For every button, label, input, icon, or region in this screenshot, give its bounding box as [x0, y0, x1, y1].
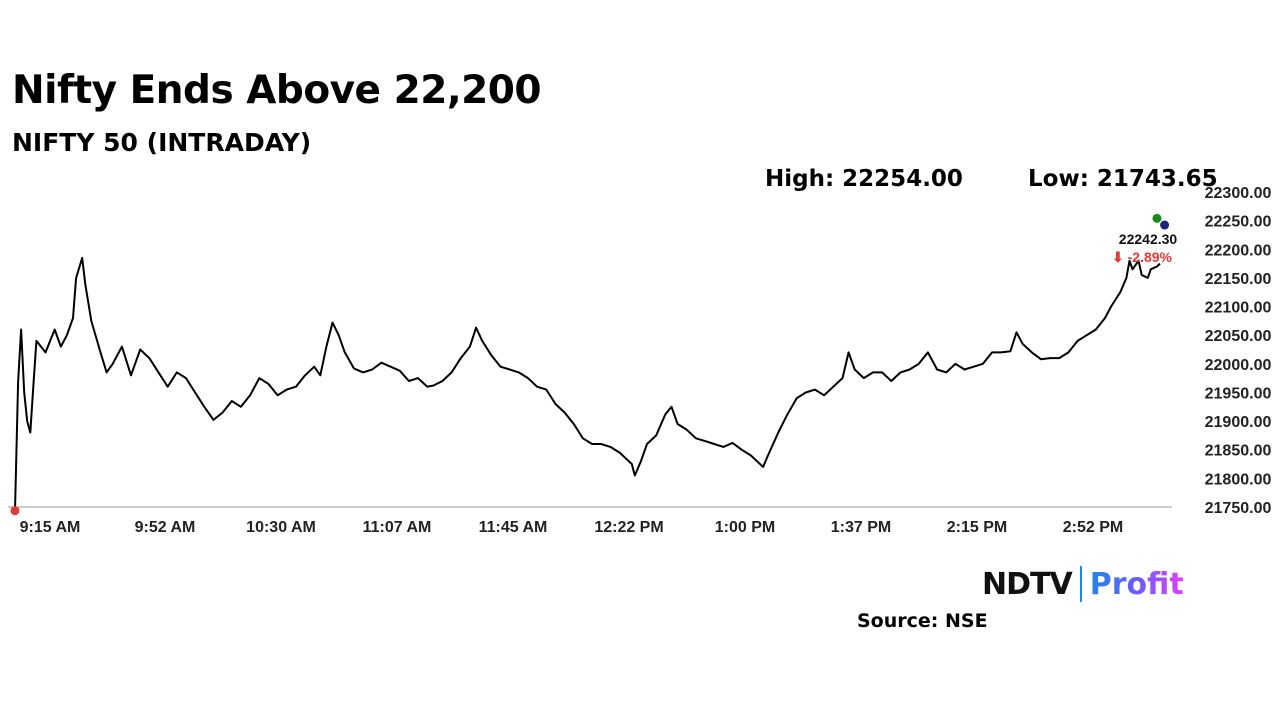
- x-tick-label: 10:30 AM: [246, 519, 316, 536]
- last-marker-dot: [1160, 220, 1170, 230]
- x-tick-label: 1:37 PM: [831, 519, 891, 536]
- x-tick-label: 1:00 PM: [715, 519, 775, 536]
- y-tick-label: 21750.00: [1205, 500, 1272, 517]
- x-tick-label: 9:52 AM: [135, 519, 196, 536]
- y-tick-label: 22100.00: [1205, 300, 1272, 317]
- y-tick-label: 22300.00: [1205, 185, 1272, 202]
- last-price-label: 22242.30: [1119, 231, 1178, 247]
- x-tick-label: 9:15 AM: [20, 519, 81, 536]
- high-marker-dot: [1152, 213, 1162, 223]
- logo-ndtv-text: NDTV: [982, 566, 1073, 602]
- x-tick-label: 12:22 PM: [594, 519, 663, 536]
- y-tick-label: 22050.00: [1205, 328, 1272, 345]
- open-marker-dot: [10, 506, 20, 516]
- y-tick-label: 22250.00: [1205, 214, 1272, 231]
- y-tick-label: 22150.00: [1205, 271, 1272, 288]
- y-tick-label: 22000.00: [1205, 357, 1272, 374]
- low-value: Low: 21743.65: [1028, 166, 1218, 192]
- logo-separator: [1079, 566, 1082, 602]
- change-percent-label: ⬇ -2.89%: [1112, 249, 1173, 265]
- y-tick-label: 21850.00: [1205, 443, 1272, 460]
- chart-title: Nifty Ends Above 22,200: [12, 68, 542, 113]
- high-value: High: 22254.00: [765, 166, 963, 192]
- x-tick-label: 11:07 AM: [363, 519, 432, 536]
- x-tick-label: 2:52 PM: [1063, 519, 1123, 536]
- y-tick-label: 21800.00: [1205, 471, 1272, 488]
- source-note: Source: NSE: [857, 610, 988, 632]
- chart-subtitle: NIFTY 50 (INTRADAY): [12, 128, 312, 157]
- logo-profit-text: Profit: [1089, 566, 1184, 602]
- y-tick-label: 22200.00: [1205, 242, 1272, 259]
- series-line: [14, 256, 1161, 511]
- x-tick-label: 11:45 AM: [479, 519, 548, 536]
- y-tick-label: 21950.00: [1205, 385, 1272, 402]
- y-tick-label: 21900.00: [1205, 414, 1272, 431]
- ndtv-profit-logo: NDTV Profit: [982, 566, 1184, 602]
- x-tick-label: 2:15 PM: [947, 519, 1007, 536]
